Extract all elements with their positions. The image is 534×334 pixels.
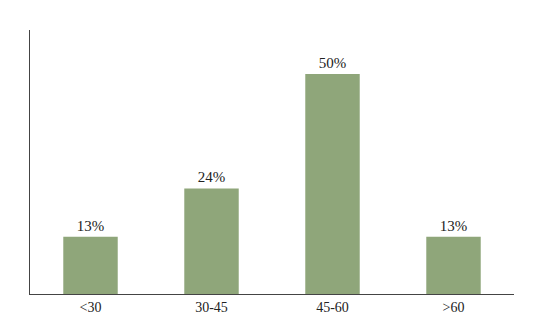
svg-text:24%: 24% xyxy=(198,169,226,185)
svg-text:13%: 13% xyxy=(77,218,105,234)
svg-text:50%: 50% xyxy=(319,55,347,71)
svg-text:13%: 13% xyxy=(440,218,468,234)
svg-text:<30: <30 xyxy=(80,300,102,315)
svg-text:30-45: 30-45 xyxy=(195,300,228,315)
svg-text:>60: >60 xyxy=(443,300,465,315)
svg-text:45-60: 45-60 xyxy=(316,300,349,315)
